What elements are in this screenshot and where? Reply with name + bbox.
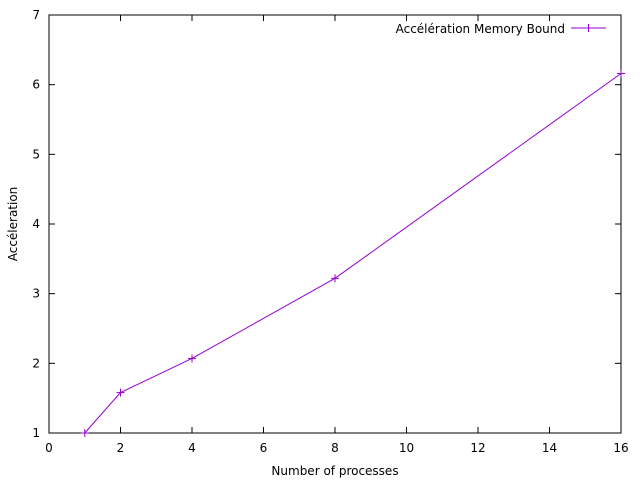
x-axis-label: Number of processes: [271, 464, 398, 478]
x-tick-label: 10: [399, 441, 414, 455]
y-tick-labels: 1 2 3 4 5 6 7: [32, 8, 40, 440]
tick-marks: [48, 14, 622, 434]
x-tick-label: 16: [613, 441, 628, 455]
x-tick-label: 4: [188, 441, 196, 455]
x-tick-label: 6: [260, 441, 268, 455]
x-tick-label: 12: [470, 441, 485, 455]
x-tick-label: 2: [117, 441, 125, 455]
y-tick-label: 1: [32, 426, 40, 440]
x-tick-label: 0: [45, 441, 53, 455]
legend: Accélération Memory Bound: [396, 22, 606, 36]
y-axis-label: Accéleration: [6, 187, 20, 262]
legend-marker-plus: [584, 24, 593, 32]
x-tick-labels: 0 2 4 6 8 10 12 14 16: [45, 441, 628, 455]
x-tick-label: 14: [542, 441, 557, 455]
series-layer: [80, 69, 625, 437]
y-tick-label: 4: [32, 217, 40, 231]
plot-frame: [48, 14, 622, 434]
y-tick-label: 6: [32, 78, 40, 92]
series-line: [84, 73, 622, 434]
y-tick-label: 3: [32, 287, 40, 301]
legend-label: Accélération Memory Bound: [396, 22, 565, 36]
x-tick-label: 8: [331, 441, 339, 455]
y-tick-label: 2: [32, 356, 40, 370]
y-tick-label: 7: [32, 8, 40, 22]
y-tick-label: 5: [32, 147, 40, 161]
